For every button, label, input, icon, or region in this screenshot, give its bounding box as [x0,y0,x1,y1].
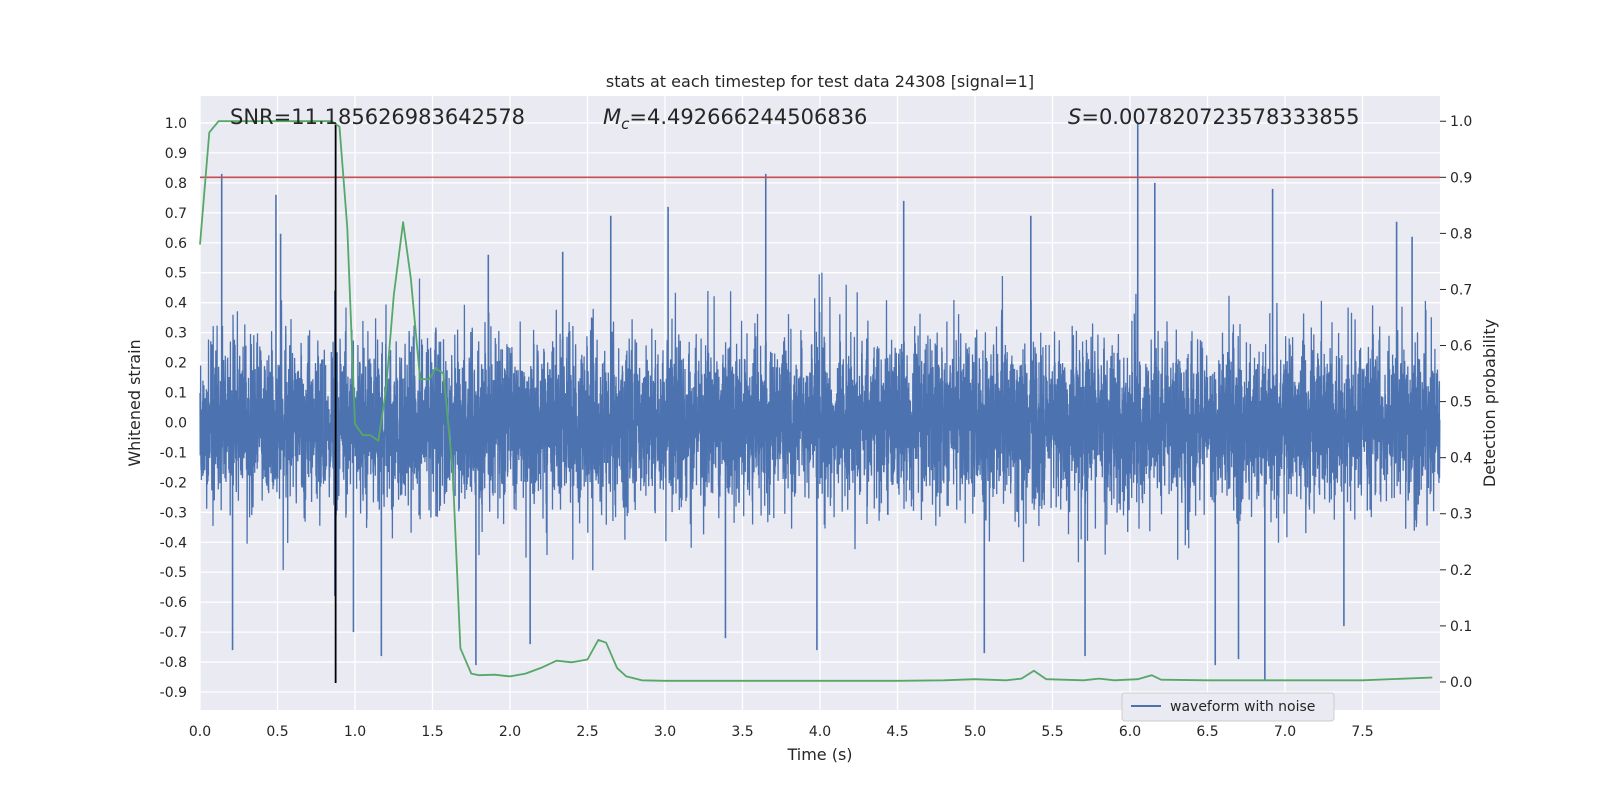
y-tick-label: -0.6 [160,595,187,611]
y2-tick-label: 0.1 [1450,619,1472,635]
y2-axis-label: Detection probability [1480,319,1499,487]
y-tick-label: 0.0 [165,415,187,431]
y-tick-label: -0.9 [160,685,187,701]
x-tick-label: 6.0 [1119,724,1141,740]
legend-entry-waveform: waveform with noise [1170,699,1315,715]
y2-tick-label: 0.4 [1450,451,1472,467]
y-axis-label: Whitened strain [125,339,144,466]
y-tick-label: 0.5 [165,266,187,282]
series-detection-probability [199,120,1433,682]
y-tick-label: -0.7 [160,625,187,641]
y-tick-label: -0.8 [160,655,187,671]
y-tick-label: -0.1 [160,445,187,461]
y2-tick-label: 0.9 [1450,170,1472,186]
x-tick-label: 2.5 [576,724,598,740]
overlay-lines [200,122,1440,684]
y-tick-label: -0.5 [160,565,187,581]
y2-tick-label: 0.3 [1450,507,1472,523]
x-tick-label: 1.5 [421,724,443,740]
y2-tick-label: 0.8 [1450,226,1472,242]
y2-tick-label: 0.6 [1450,339,1472,355]
legend: waveform with noise [1121,692,1335,722]
x-axis-label: Time (s) [786,745,852,764]
y2-tick-label: 0.2 [1450,563,1472,579]
y-axis-ticks: 1.0 0.9 0.8 0.7 0.6 0.5 0.4 0.3 0.2 0.1 0.0 -0.1 -0.… [160,116,187,701]
y-tick-label: 0.4 [165,296,187,312]
x-tick-label: 0.5 [266,724,288,740]
snr-annotation: SNR=11.185626983642578 [230,105,525,129]
x-tick-label: 2.0 [499,724,521,740]
x-tick-label: 6.5 [1196,724,1218,740]
legend-box [1121,692,1335,722]
x-tick-label: 5.0 [964,724,986,740]
y-tick-label: 0.2 [165,356,187,372]
chirp-mass-annotation: Mc=4.492666244506836 [603,105,867,133]
y2-tick-label: 0.7 [1450,282,1472,298]
chart-title: stats at each timestep for test data 243… [606,72,1034,91]
x-tick-label: 7.5 [1351,724,1373,740]
waveform-line [199,272,1441,571]
x-tick-label: 7.0 [1274,724,1296,740]
x-axis-ticks: 0.0 0.5 1.0 1.5 2.0 2.5 3.0 3.5 4.0 4.5 5.0 5.5 6.0 6… [189,724,1374,740]
s-annotation: S=0.007820723578333855 [1068,105,1359,129]
y2-tick-label: 1.0 [1450,114,1472,130]
y-tick-label: 0.8 [165,176,187,192]
x-tick-label: 5.5 [1041,724,1063,740]
detection-probability-line [199,120,1433,682]
y-tick-label: 0.1 [165,386,187,402]
x-tick-label: 4.0 [809,724,831,740]
y2-tick-label: 0.0 [1450,675,1472,691]
y-tick-label: 0.9 [165,146,187,162]
y-tick-label: 0.7 [165,206,187,222]
y-tick-label: -0.2 [160,475,187,491]
x-tick-label: 3.0 [654,724,676,740]
y-tick-label: -0.4 [160,535,187,551]
x-tick-label: 3.5 [731,724,753,740]
x-tick-label: 4.5 [886,724,908,740]
x-tick-label: 0.0 [189,724,211,740]
y-tick-label: 0.6 [165,236,187,252]
y-tick-label: -0.3 [160,505,187,521]
y-tick-label: 0.3 [165,326,187,342]
y-tick-label: 1.0 [165,116,187,132]
x-tick-label: 1.0 [344,724,366,740]
y2-axis-ticks: 1.0 0.9 0.8 0.7 0.6 0.5 0.4 0.3 0.2 0.1 0.0 [1440,114,1472,691]
y2-tick-label: 0.5 [1450,395,1472,411]
